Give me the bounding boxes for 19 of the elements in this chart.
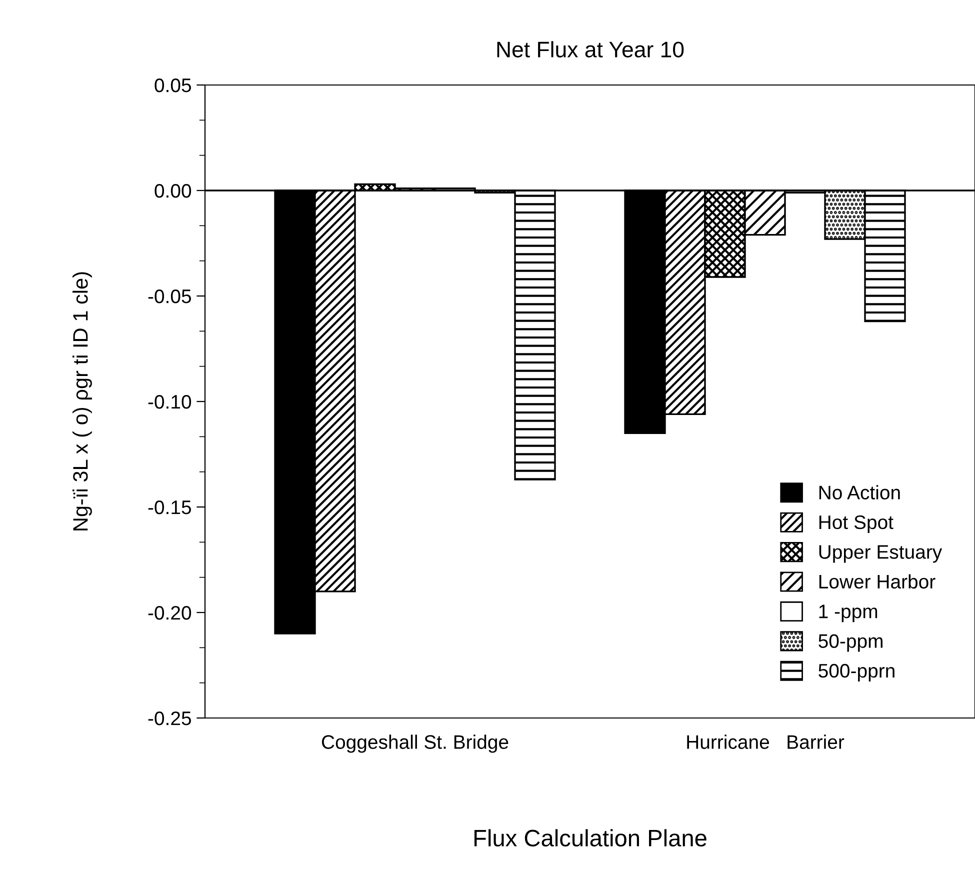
x-tick-label: Coggeshall St. Bridge bbox=[322, 734, 508, 753]
y-tick-label: -0.10 bbox=[148, 394, 192, 409]
legend-label: 50-ppm bbox=[818, 634, 882, 652]
y-tick-label: -0.05 bbox=[148, 289, 191, 304]
y-tick-label: 0.05 bbox=[154, 78, 191, 92]
x-axis-title: Flux Calculation Plane bbox=[474, 829, 706, 847]
y-axis-title: Ng-ïi 3L x ( o) ρgr ti ID 1 cle) bbox=[72, 272, 92, 530]
legend-label: 500-pprn bbox=[818, 664, 894, 682]
y-tick-label: -0.15 bbox=[148, 500, 191, 514]
y-tick-label: -0.25 bbox=[148, 711, 191, 726]
y-tick-label: 0.00 bbox=[154, 184, 192, 198]
legend-label: No Action bbox=[819, 485, 900, 500]
legend-label: Upper Estuary bbox=[819, 545, 942, 563]
chart-title: Net Flux at Year 10 bbox=[497, 41, 684, 58]
legend-label: 1 -ppm bbox=[819, 604, 878, 622]
legend-label: Hot Spot bbox=[819, 515, 894, 534]
x-tick-label: Hurricane Barrier bbox=[687, 734, 844, 749]
legend-label: Lower Harbor bbox=[819, 574, 936, 589]
y-tick-label: -0.20 bbox=[148, 606, 192, 620]
